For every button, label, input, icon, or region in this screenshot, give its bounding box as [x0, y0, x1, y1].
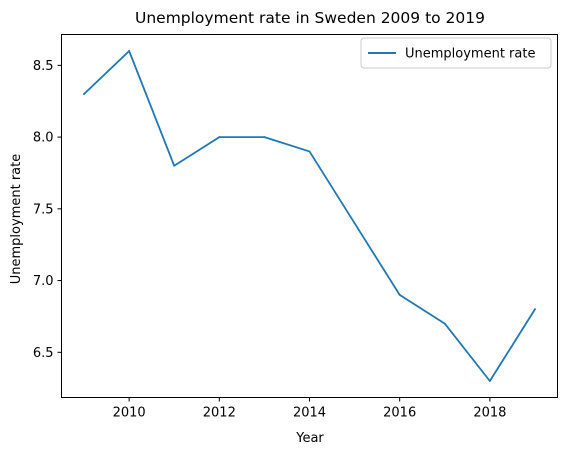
data-point	[398, 294, 401, 296]
data-point	[263, 136, 266, 138]
data-point	[218, 136, 221, 138]
x-tick-label: 2014	[293, 406, 326, 421]
data-point	[308, 150, 311, 153]
legend: Unemployment rate	[360, 37, 552, 69]
legend-label: Unemployment rate	[405, 47, 535, 62]
x-axis-label: Year	[295, 431, 324, 446]
x-tick-label: 2010	[113, 406, 146, 421]
y-axis: 6.5 7.0 7.5 8.0 8.5	[33, 59, 62, 361]
y-tick-label: 7.5	[33, 202, 54, 217]
y-tick-label: 8.5	[33, 59, 54, 74]
x-tick-label: 2012	[203, 406, 236, 421]
data-point	[353, 222, 356, 225]
x-tick-label: 2016	[383, 406, 416, 421]
data-point	[173, 164, 176, 167]
y-tick-label: 8.0	[33, 131, 54, 146]
data-point	[128, 50, 131, 52]
data-point	[488, 380, 491, 382]
data-point	[83, 93, 85, 95]
series-layer	[82, 50, 537, 382]
y-tick-label: 7.0	[33, 274, 54, 289]
y-axis-label: Unemployment rate	[9, 154, 24, 284]
x-tick-label: 2018	[473, 406, 506, 421]
chart-title: Unemployment rate in Sweden 2009 to 2019	[135, 9, 485, 27]
x-axis: 2010 2012 2014 2016 2018	[113, 397, 506, 421]
data-point	[534, 308, 536, 311]
data-point	[443, 322, 446, 325]
legend-box	[360, 37, 552, 69]
y-tick-label: 6.5	[33, 346, 54, 361]
